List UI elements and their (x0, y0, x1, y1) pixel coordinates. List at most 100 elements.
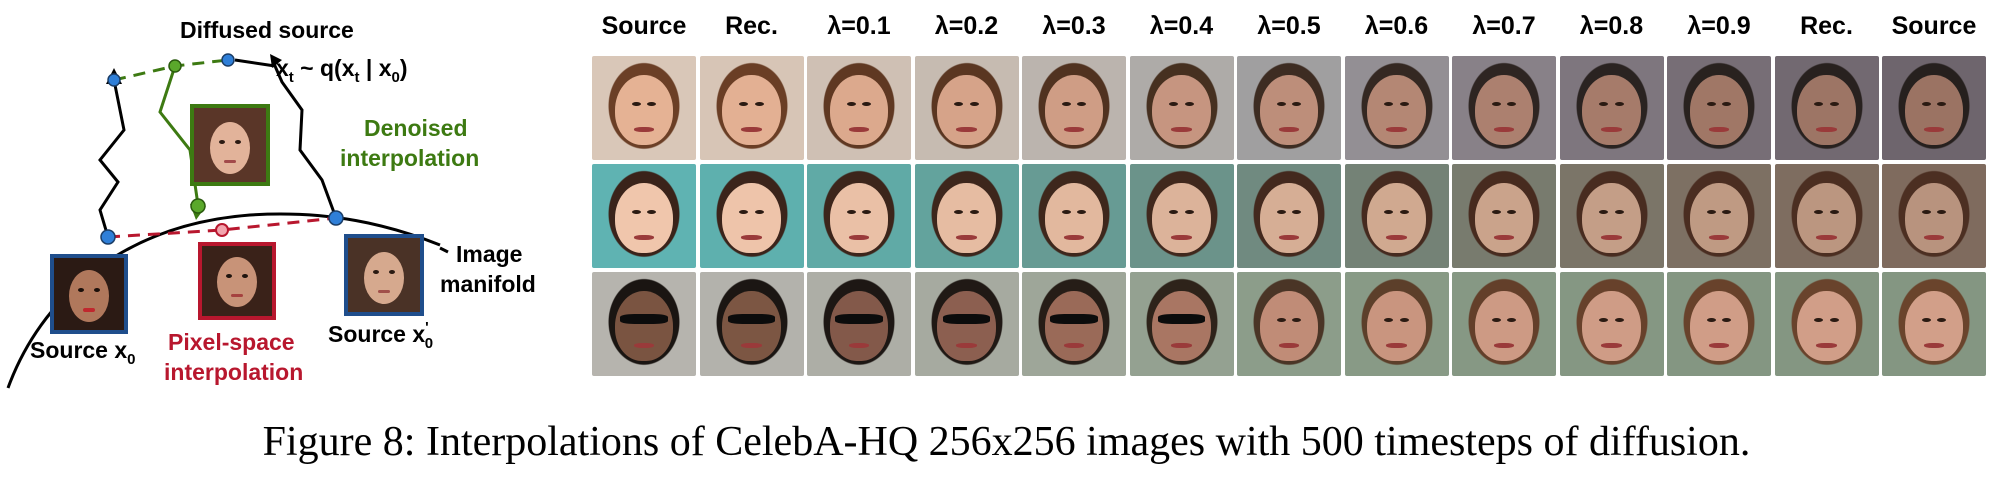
mouth (1708, 126, 1730, 132)
face-image (1667, 272, 1771, 376)
figure-caption: Figure 8: Interpolations of CelebA-HQ 25… (262, 419, 1751, 465)
face-shape (722, 290, 781, 362)
column-header: λ=0.6 (1364, 12, 1429, 40)
sunglasses (727, 313, 776, 324)
face-shape (614, 182, 674, 254)
eye (1061, 101, 1071, 106)
mouth (1601, 234, 1622, 240)
face-shape (1904, 74, 1964, 146)
face-image (1129, 272, 1234, 376)
eye (1814, 209, 1824, 214)
eye (1706, 209, 1716, 214)
eye (1184, 101, 1194, 106)
face-image (1022, 272, 1126, 376)
face-image (1882, 164, 1986, 268)
mouth (1063, 342, 1085, 348)
source-x0-prime-label: Source x' 0 (328, 319, 433, 352)
source-x0-label: Source x0 (30, 337, 136, 368)
face-shape (937, 290, 996, 362)
source-point-left (100, 229, 116, 245)
face-image (1882, 56, 1986, 160)
diffusion-path-right (234, 58, 338, 219)
face-shape (1044, 290, 1104, 362)
eye (1276, 101, 1286, 106)
mouth (1171, 234, 1192, 240)
eye (1706, 101, 1716, 106)
face-image (1559, 164, 1664, 268)
eye (754, 209, 764, 214)
eye (1507, 317, 1517, 322)
eye (954, 101, 964, 106)
eye (846, 101, 856, 106)
sunglasses (942, 313, 991, 324)
mouth (741, 126, 762, 132)
face-shape (1689, 290, 1749, 362)
eye (1491, 101, 1501, 106)
xt-rest-sub: t (355, 69, 360, 86)
face-shape (722, 182, 781, 254)
column-header: λ=0.9 (1687, 12, 1751, 40)
mouth (741, 234, 762, 240)
sunglasses (1157, 313, 1206, 324)
face-shape (1044, 74, 1104, 146)
source-x0p-sub: 0 (425, 335, 433, 352)
face-shape (829, 74, 889, 146)
source-x0-prime-thumbnail (344, 234, 424, 316)
diffused-point-right (221, 53, 235, 67)
face-image (807, 272, 911, 376)
column-header: Source (1891, 12, 1977, 40)
mouth (1601, 342, 1622, 348)
mouth (1278, 342, 1300, 348)
face-image (1559, 56, 1664, 160)
face-image (1774, 164, 1879, 268)
mouth (1386, 342, 1407, 348)
eye (1184, 209, 1194, 214)
image-manifold-label-2: manifold (440, 271, 536, 297)
mouth (1278, 126, 1300, 132)
mouth (1386, 234, 1407, 240)
diffusion-arrow-right (270, 54, 282, 68)
sunglasses (835, 313, 883, 324)
eye (1169, 101, 1179, 106)
mouth (956, 342, 977, 348)
mouth (1171, 126, 1192, 132)
eye (1829, 209, 1839, 214)
denoised-label-1: Denoised (364, 115, 468, 141)
pixel-interpolation-line (107, 216, 337, 239)
eye (739, 209, 749, 214)
face-image (1237, 56, 1341, 160)
image-manifold-curve (6, 212, 441, 389)
face-shape (722, 74, 781, 146)
mouth (1816, 234, 1837, 240)
face-shape (1474, 290, 1534, 362)
xt-rest-2: | x (360, 55, 392, 81)
pixel-mid-point (215, 223, 229, 237)
mouth (741, 342, 762, 348)
mouth (1923, 126, 1945, 132)
face-shape (1259, 74, 1319, 146)
source-x0-sub: 0 (127, 351, 135, 368)
mouth (1278, 234, 1300, 240)
column-header: λ=0.1 (827, 12, 891, 40)
mouth (1493, 342, 1515, 348)
eye (1061, 209, 1071, 214)
face-image (1344, 272, 1449, 376)
manifold-pointer (439, 246, 449, 254)
face-image (807, 56, 911, 160)
eye (1722, 317, 1732, 322)
face-shape (1474, 74, 1534, 146)
eye (1491, 209, 1501, 214)
denoised-label-2: interpolation (340, 145, 479, 171)
face-shape (1582, 182, 1641, 254)
face-shape (1259, 182, 1319, 254)
face-image (699, 164, 804, 268)
eye (1292, 317, 1302, 322)
eye (1921, 209, 1931, 214)
eye (631, 101, 641, 106)
eye (1614, 101, 1624, 106)
xt-x: x (276, 55, 289, 81)
diffused-point-left (107, 73, 121, 87)
mouth (1063, 234, 1085, 240)
face-shape (1367, 290, 1426, 362)
eye (1399, 101, 1409, 106)
